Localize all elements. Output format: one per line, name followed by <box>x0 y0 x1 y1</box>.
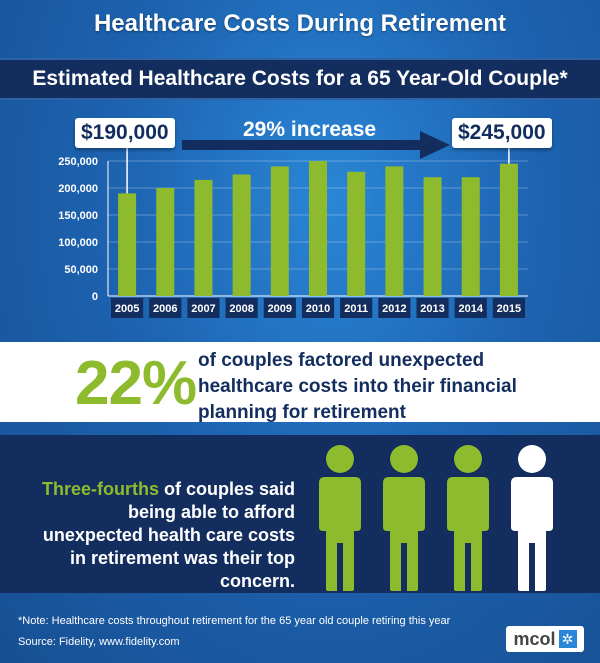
arrow-head <box>420 131 450 159</box>
x-tick-bg <box>340 298 373 318</box>
chart-bars <box>118 161 518 296</box>
bar <box>194 179 213 296</box>
concern-text: Three-fourths of couples said being able… <box>25 478 295 593</box>
bar <box>309 161 327 296</box>
x-tick-bg <box>187 298 220 318</box>
person-icon <box>447 445 489 591</box>
bar <box>232 174 251 296</box>
x-tick-bg <box>111 298 144 318</box>
x-tick-bg <box>263 298 296 318</box>
y-tick-label: 100,000 <box>58 237 98 249</box>
y-tick-label: 250,000 <box>58 156 98 168</box>
x-tick-label: 2007 <box>191 303 215 315</box>
source-line: Source: Fidelity, www.fidelity.com <box>18 636 180 648</box>
bar <box>499 163 518 296</box>
x-tick-label: 2013 <box>420 303 444 315</box>
people-icons <box>319 445 553 591</box>
bar <box>385 166 404 296</box>
concern-band <box>0 435 600 593</box>
chart-title-band: Estimated Healthcare Costs for a 65 Year… <box>0 58 600 100</box>
bar <box>118 193 137 296</box>
bar <box>423 177 442 296</box>
bar-chart: 250,000 200,000 150,000 100,000 50,000 0 2005… <box>58 131 528 318</box>
person-icon <box>319 445 361 591</box>
stat-band <box>0 342 600 422</box>
arrow-shaft <box>182 140 422 150</box>
x-tick-bg <box>416 298 449 318</box>
stat-text: of couples factored unexpected healthcar… <box>198 350 517 423</box>
x-tick-label: 2010 <box>306 303 330 315</box>
bar <box>347 171 366 296</box>
start-value-callout: $190,000 <box>75 118 175 148</box>
increase-arrow <box>182 131 450 159</box>
y-tick-label: 0 <box>92 291 98 303</box>
chart-title: Estimated Healthcare Costs for a 65 Year… <box>32 67 568 90</box>
concern-body: of couples said being able to afford une… <box>42 479 295 591</box>
y-tick-label: 50,000 <box>64 264 98 276</box>
mcol-logo: mcol ✲ <box>506 626 584 652</box>
footnote: *Note: Healthcare costs throughout retir… <box>18 615 451 627</box>
person-icon <box>511 445 553 591</box>
y-tick-label: 150,000 <box>58 210 98 222</box>
x-tick-label: 2005 <box>115 303 139 315</box>
bar <box>270 166 289 296</box>
bar <box>156 188 175 296</box>
x-tick-label: 2014 <box>458 303 483 315</box>
x-tick-label: 2015 <box>497 303 521 315</box>
page-title: Healthcare Costs During Retirement <box>93 10 507 37</box>
stat-percent: 22% <box>75 349 197 418</box>
y-axis-ticks: 250,000 200,000 150,000 100,000 50,000 0 <box>58 156 98 303</box>
concern-highlight: Three-fourths <box>41 479 159 499</box>
increase-label: 29% increase <box>243 118 377 141</box>
x-tick-label: 2011 <box>344 303 368 315</box>
x-tick-bg <box>225 298 258 318</box>
x-tick-label: 2008 <box>229 303 253 315</box>
x-tick-bg <box>378 298 411 318</box>
x-tick-bg <box>492 298 525 318</box>
logo-text: mcol <box>513 628 556 649</box>
x-tick-bg <box>301 298 335 318</box>
y-tick-label: 200,000 <box>58 183 98 195</box>
logo-mark-icon: ✲ <box>558 630 577 648</box>
x-tick-bg <box>149 298 182 318</box>
end-value-callout: $245,000 <box>452 118 552 148</box>
x-tick-label: 2006 <box>153 303 177 315</box>
bar <box>461 177 480 296</box>
x-axis-ticks: 2005 2006 2007 2008 2009 2010 2011 2012 2013 2014… <box>111 298 525 318</box>
x-tick-label: 2012 <box>382 303 406 315</box>
x-tick-bg <box>454 298 487 318</box>
person-icon <box>383 445 425 591</box>
x-tick-label: 2009 <box>268 303 292 315</box>
